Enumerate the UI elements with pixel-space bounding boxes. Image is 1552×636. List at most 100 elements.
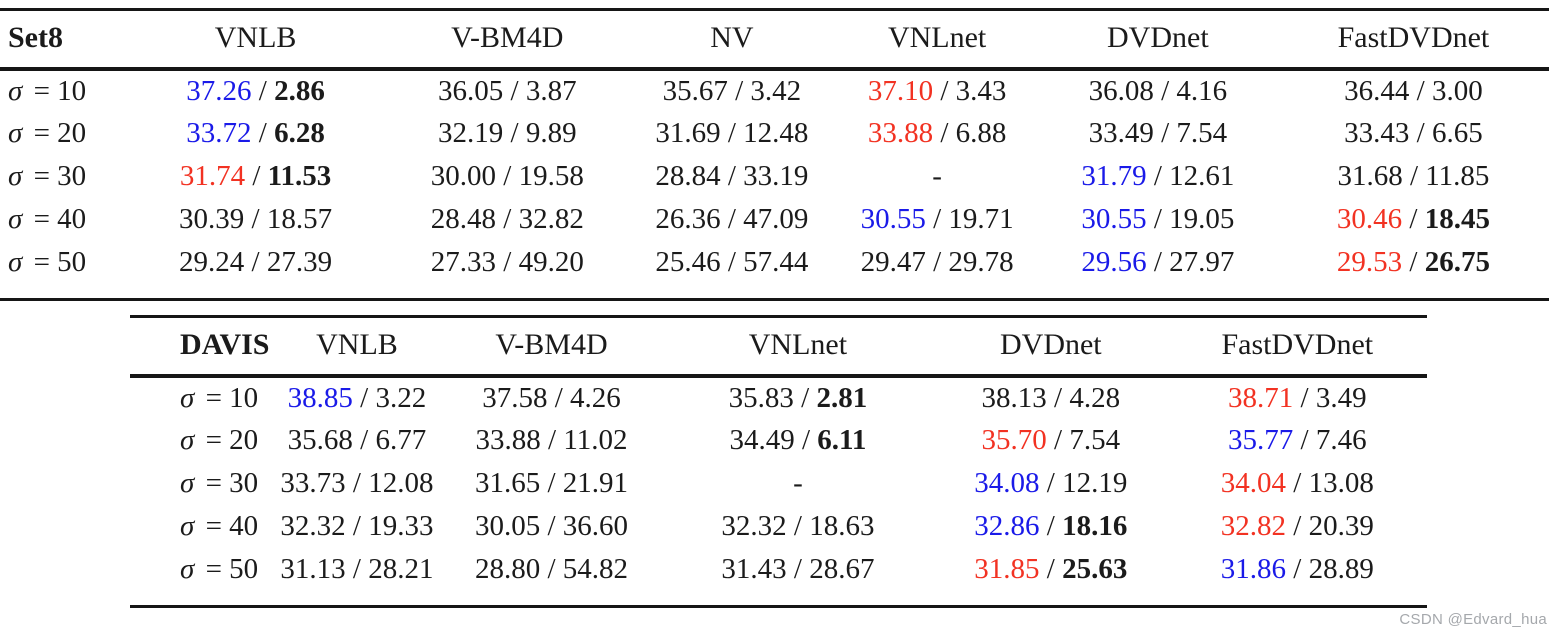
value-separator: / <box>720 246 744 278</box>
psnr-value: 31.43 <box>721 553 787 585</box>
column-header: VNLB <box>123 11 388 71</box>
table-row: σ = 50 31.13 / 28.21 28.80 / 54.82 31.43 / … <box>130 548 1427 591</box>
row-label-sigma: σ = 30 <box>180 467 259 499</box>
value-separator: / <box>933 117 956 149</box>
psnr-value: 33.88 <box>475 424 541 456</box>
sigma-symbol: σ <box>180 510 195 542</box>
metric-cell: 28.84 / 33.19 <box>627 155 836 198</box>
psnr-value: 30.05 <box>474 510 541 542</box>
column-header: NV <box>627 11 837 71</box>
value-separator: / <box>244 246 267 278</box>
runtime-value: 21.91 <box>562 467 629 499</box>
metric-cell: 33.88 / 11.02 <box>441 419 661 462</box>
table-row: σ = 50 29.24 / 27.39 27.33 / 49.20 25.46 / … <box>0 241 1549 284</box>
runtime-value: 3.49 <box>1315 382 1367 414</box>
runtime-value: 19.58 <box>518 160 584 192</box>
value-separator: / <box>1039 467 1063 499</box>
psnr-value: 31.13 <box>280 553 346 585</box>
runtime-value: 19.71 <box>948 203 1014 235</box>
metric-cell: 33.88 / 6.88 <box>836 112 1037 155</box>
psnr-value: 37.10 <box>867 75 934 107</box>
davis-results-table: DAVIS VNLB V-BM4D VNLnet DVDnet FastDVDnet σ … <box>130 318 1427 591</box>
set8-header-row: Set8 VNLB V-BM4D NV VNLnet DVDnet FastDVDnet <box>0 11 1549 71</box>
metric-cell: 36.05 / 3.87 <box>387 69 627 112</box>
metric-cell: 30.46 / 18.45 <box>1278 198 1549 241</box>
psnr-value: 38.85 <box>287 382 353 414</box>
psnr-value: 28.84 <box>655 160 721 192</box>
value-separator: / <box>1409 117 1432 149</box>
psnr-value: 32.82 <box>1220 510 1286 542</box>
metric-cell: 30.55 / 19.05 <box>1038 198 1278 241</box>
value-separator: / <box>1402 203 1425 235</box>
value-separator: / <box>540 467 563 499</box>
psnr-value: 31.74 <box>179 160 246 192</box>
value-separator: / <box>1046 424 1070 456</box>
value-separator: / <box>345 553 369 585</box>
value-separator: / <box>720 203 744 235</box>
value-separator: / <box>720 117 744 149</box>
runtime-value: 11.85 <box>1425 160 1490 192</box>
value-separator: / <box>1409 75 1432 107</box>
runtime-value: 28.21 <box>368 553 434 585</box>
metric-cell: 38.85 / 3.22 <box>273 376 442 419</box>
runtime-value: 4.26 <box>570 382 621 414</box>
metric-cell: 35.68 / 6.77 <box>273 419 442 462</box>
psnr-value: 34.04 <box>1220 467 1286 499</box>
psnr-value: 30.55 <box>1081 203 1147 235</box>
metric-cell: 37.10 / 3.43 <box>836 69 1037 112</box>
row-label-sigma: σ = 20 <box>180 424 259 456</box>
metric-cell: 26.36 / 47.09 <box>627 198 836 241</box>
metric-cell: 37.26 / 2.86 <box>124 69 387 112</box>
value-separator: / <box>925 246 949 278</box>
davis-table-body: σ = 10 38.85 / 3.22 37.58 / 4.26 35.83 / 2.… <box>130 376 1427 591</box>
value-separator: / <box>503 117 526 149</box>
runtime-value: 12.48 <box>743 117 809 149</box>
value-separator: / <box>727 75 751 107</box>
runtime-value: 49.20 <box>518 246 584 278</box>
psnr-value: 37.26 <box>186 75 252 107</box>
runtime-value: 6.88 <box>955 117 1007 149</box>
set8-results-table-wrap: Set8 VNLB V-BM4D NV VNLnet DVDnet FastDVDnet σ… <box>0 8 1549 301</box>
value-separator: / <box>1286 510 1309 542</box>
psnr-value: 33.49 <box>1088 117 1154 149</box>
metric-cell: 31.79 / 12.61 <box>1038 155 1278 198</box>
psnr-value: 27.33 <box>430 246 496 278</box>
runtime-value: 19.05 <box>1169 203 1235 235</box>
metric-cell: 28.80 / 54.82 <box>441 548 661 591</box>
runtime-value: 20.39 <box>1308 510 1374 542</box>
table-title: Set8 <box>0 11 124 71</box>
metric-cell: 35.77 / 7.46 <box>1168 419 1427 462</box>
psnr-value: 33.43 <box>1344 117 1410 149</box>
value-separator: / <box>244 203 267 235</box>
psnr-value: 33.73 <box>280 467 346 499</box>
psnr-value: 28.80 <box>474 553 541 585</box>
sigma-symbol: σ <box>8 203 23 235</box>
value-separator: / <box>1046 382 1070 414</box>
psnr-value: 30.39 <box>179 203 245 235</box>
sigma-symbol: σ <box>180 553 195 585</box>
psnr-value: 29.56 <box>1081 246 1147 278</box>
table-row: σ = 20 35.68 / 6.77 33.88 / 11.02 34.49 / 6… <box>130 419 1427 462</box>
value-separator: / <box>1039 553 1063 585</box>
metric-cell: 33.72 / 6.28 <box>124 112 387 155</box>
row-label-sigma: σ = 40 <box>180 510 259 542</box>
value-separator: / <box>251 75 275 107</box>
psnr-value: 31.86 <box>1220 553 1286 585</box>
value-separator: / <box>1146 246 1170 278</box>
value-separator: / <box>794 424 818 456</box>
runtime-value: 3.43 <box>955 75 1007 107</box>
davis-header-row: DAVIS VNLB V-BM4D VNLnet DVDnet FastDVDnet <box>130 318 1427 378</box>
runtime-value: 2.86 <box>274 75 325 107</box>
row-label-sigma: σ = 40 <box>8 203 87 235</box>
psnr-value: 35.70 <box>981 424 1047 456</box>
metric-cell: 31.85 / 25.63 <box>934 548 1167 591</box>
metric-cell: 36.44 / 3.00 <box>1278 69 1549 112</box>
value-separator: / <box>1039 510 1063 542</box>
value-separator: / <box>1286 553 1309 585</box>
metric-cell: 33.43 / 6.65 <box>1278 112 1549 155</box>
metric-cell: 30.55 / 19.71 <box>836 198 1037 241</box>
metric-cell: 28.48 / 32.82 <box>387 198 627 241</box>
psnr-value: 35.77 <box>1228 424 1294 456</box>
runtime-value: 4.16 <box>1176 75 1228 107</box>
psnr-value: 30.55 <box>860 203 926 235</box>
